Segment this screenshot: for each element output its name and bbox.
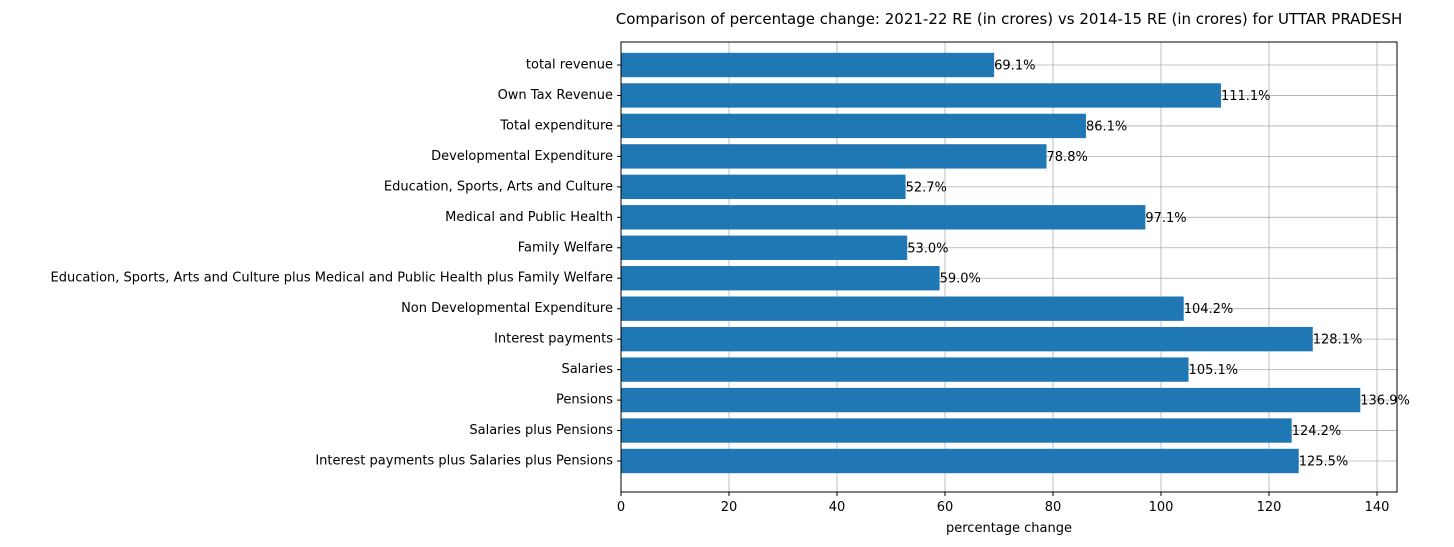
plot-frame <box>620 41 1398 493</box>
bar <box>621 83 1221 108</box>
bar <box>621 144 1047 169</box>
bar-value-label: 111.1% <box>1221 89 1271 104</box>
category-label: Medical and Public Health <box>445 210 613 225</box>
bar <box>621 387 1361 413</box>
category-label: Interest payments plus Salaries plus Pen… <box>315 454 613 469</box>
x-tick-label: 80 <box>1045 500 1062 515</box>
bar-value-label: 86.1% <box>1086 119 1127 134</box>
x-tick-label: 140 <box>1365 500 1390 515</box>
category-label: Total expenditure <box>499 118 613 133</box>
x-tick-label: 120 <box>1257 500 1282 515</box>
bar-value-label: 69.1% <box>994 59 1035 74</box>
x-tick-label: 0 <box>617 500 625 515</box>
category-label: Education, Sports, Arts and Culture <box>384 179 613 194</box>
category-label: Own Tax Revenue <box>498 88 613 103</box>
bar-value-label: 125.5% <box>1299 455 1349 470</box>
bar-value-label: 104.2% <box>1184 302 1234 317</box>
value-labels: 69.1% 111.1% 86.1% 78.8% 52.7% 97.1% 53.0% 59.0… <box>906 59 1410 470</box>
bar <box>621 448 1299 474</box>
bar <box>621 205 1146 230</box>
bar <box>621 52 995 78</box>
bar <box>621 113 1086 139</box>
category-label: total revenue <box>526 58 613 73</box>
bar-value-label: 136.9% <box>1360 394 1410 409</box>
category-label: Developmental Expenditure <box>431 149 613 164</box>
bar-value-label: 97.1% <box>1145 211 1186 226</box>
bar-value-label: 52.7% <box>906 180 947 195</box>
category-label: Salaries plus Pensions <box>469 423 613 438</box>
bar <box>621 235 908 260</box>
bar <box>621 357 1189 382</box>
x-tick-label: 100 <box>1149 500 1174 515</box>
bar-value-label: 128.1% <box>1313 333 1363 348</box>
category-label: Interest payments <box>494 332 613 347</box>
chart-title: Comparison of percentage change: 2021-22… <box>616 10 1402 28</box>
x-tick-label: 40 <box>829 500 846 515</box>
bar <box>621 296 1184 321</box>
x-axis-ticks: 0 20 40 60 80 100 120 140 <box>617 492 1390 515</box>
bar <box>621 326 1313 352</box>
category-label: Education, Sports, Arts and Culture plus… <box>51 271 613 286</box>
bar-value-label: 105.1% <box>1189 363 1239 378</box>
bar <box>621 418 1292 443</box>
bar-value-label: 53.0% <box>907 241 948 256</box>
x-tick-label: 60 <box>937 500 954 515</box>
x-tick-label: 20 <box>721 500 738 515</box>
bar <box>621 266 940 291</box>
category-label: Salaries <box>561 362 613 377</box>
bar <box>621 174 906 200</box>
bar-value-label: 124.2% <box>1292 424 1342 439</box>
category-label: Family Welfare <box>518 240 613 255</box>
bar-value-label: 78.8% <box>1047 150 1088 165</box>
category-label: Non Developmental Expenditure <box>401 301 613 316</box>
bar-value-label: 59.0% <box>940 272 981 287</box>
x-axis-title: percentage change <box>946 521 1072 536</box>
bars <box>621 52 1361 474</box>
category-labels: total revenue Own Tax Revenue Total expend… <box>51 58 621 469</box>
category-label: Pensions <box>556 393 613 408</box>
